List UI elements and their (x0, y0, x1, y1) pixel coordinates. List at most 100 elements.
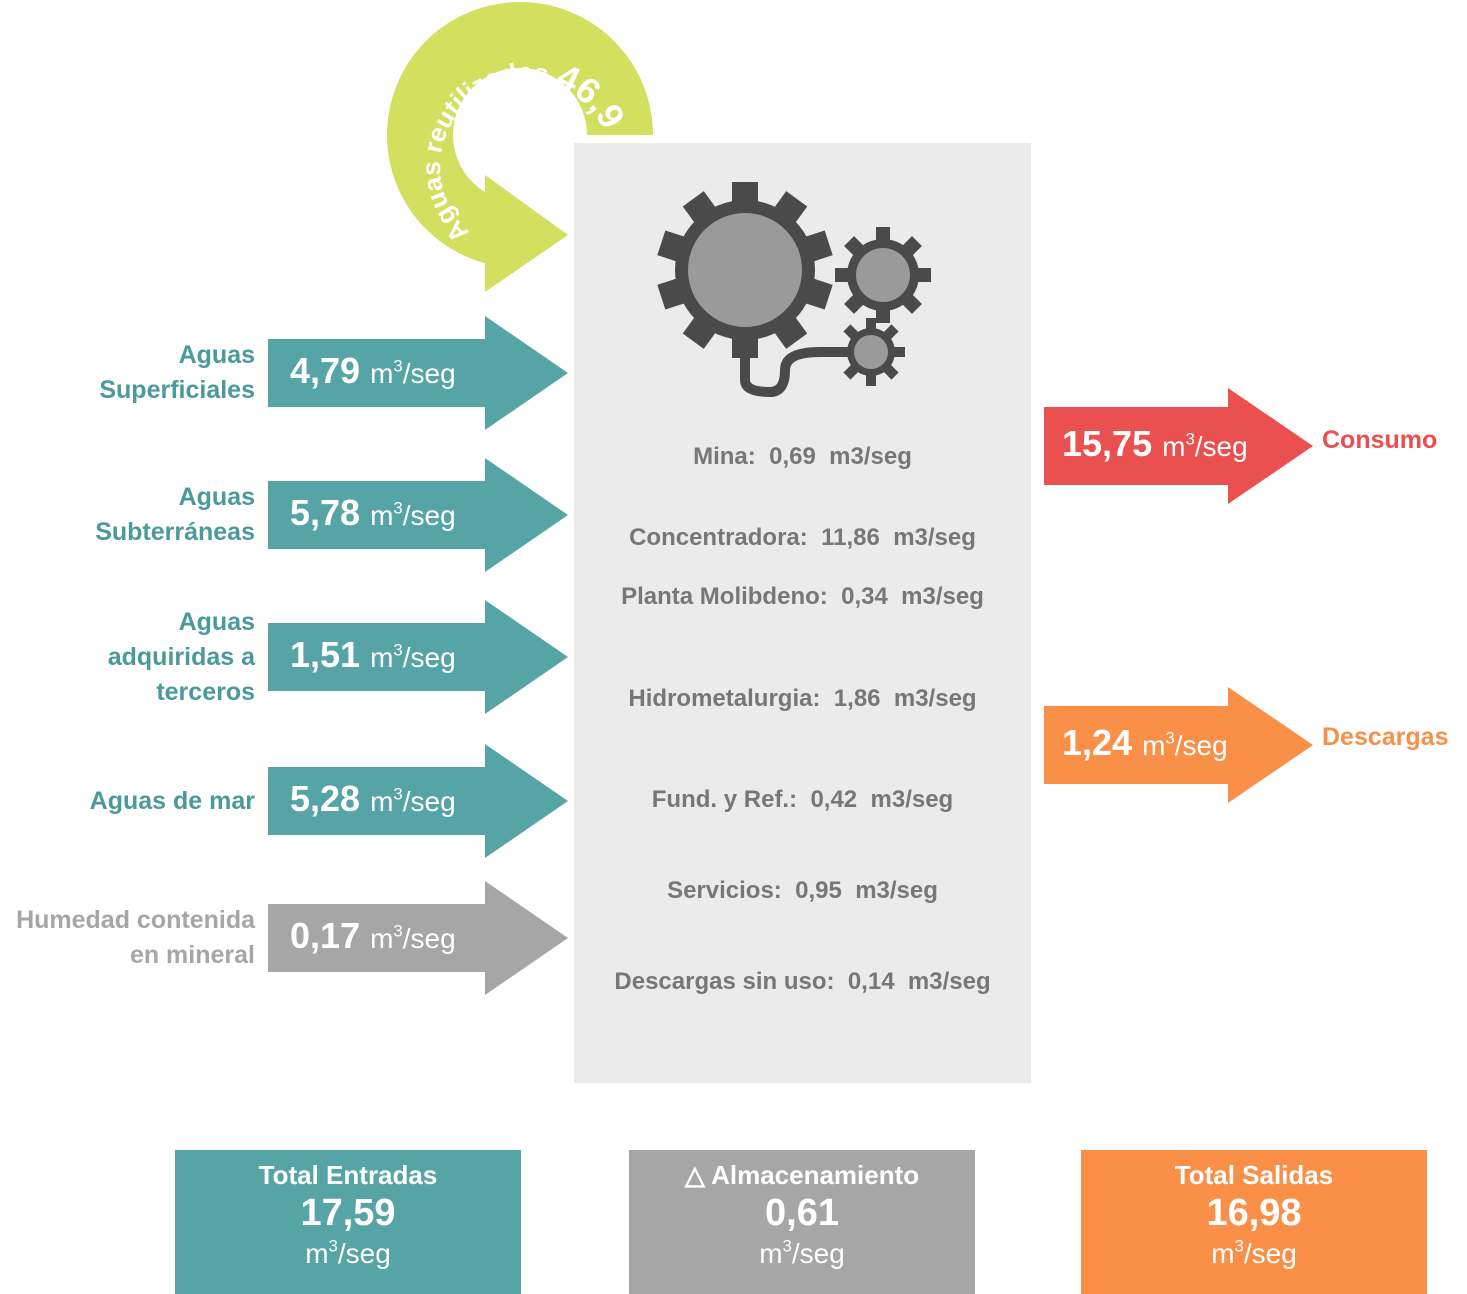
output-value: 1,24 m3/seg (1062, 721, 1228, 768)
unit-exp: 3 (1185, 429, 1195, 449)
process-unit: m3/seg (893, 685, 977, 712)
process-item: Hidrometalurgia: 1,86 m3/seg (574, 683, 1031, 715)
input-number: 5,28 (290, 778, 361, 819)
input-label-line: Aguas (178, 483, 255, 511)
gear-hub (856, 248, 910, 302)
reuse-arc (387, 2, 653, 268)
process-unit: m3/seg (907, 968, 991, 995)
unit-base: m (1211, 1238, 1235, 1269)
unit-base: m (370, 642, 394, 673)
gear-tooth (732, 336, 758, 358)
unit-suffix: /seg (402, 642, 456, 673)
unit-exp: 3 (393, 498, 403, 518)
process-value: 0,14 (847, 968, 895, 995)
unit-exp: 3 (1234, 1236, 1244, 1256)
output-label-text: Descargas (1322, 723, 1449, 751)
input-label: Aguas de mar (90, 784, 255, 819)
total-box: Total Entradas 17,59 m3/seg (175, 1150, 521, 1294)
input-value: 5,78 m3/seg (290, 491, 456, 538)
total-label: Total Salidas (1174, 1160, 1334, 1190)
unit-exp: 3 (393, 784, 403, 804)
total-unit: m3/seg (175, 1236, 521, 1277)
process-value: 1,86 (833, 685, 881, 712)
gear-tooth (866, 372, 876, 386)
output-number: 15,75 (1062, 423, 1153, 464)
process-unit: m3/seg (901, 583, 984, 610)
unit: m3/seg (370, 784, 456, 817)
process-value: 0,95 (795, 877, 842, 904)
process-value: 0,42 (810, 786, 858, 813)
unit-base: m (370, 500, 394, 531)
process-item: Descargas sin uso: 0,14 m3/seg (574, 966, 1031, 998)
gear-hub (688, 213, 802, 327)
reuse-unit-suffix: /seg (0, 0, 7, 6)
total-box: △ Almacenamiento 0,61 m3/seg (629, 1150, 975, 1294)
unit-suffix: /seg (791, 1238, 845, 1269)
unit-exp: 3 (328, 1236, 338, 1256)
process-label: Hidrometalurgia: (628, 685, 821, 712)
unit: m3/seg (759, 1237, 845, 1269)
gear-tooth (876, 227, 890, 243)
unit-exp: 3 (1165, 728, 1175, 748)
input-label-line: Humedad contenida (16, 906, 255, 934)
process-item: Concentradora: 11,86 m3/seg (574, 522, 1031, 554)
unit-suffix: /seg (1174, 730, 1228, 761)
gear-tooth (732, 182, 758, 204)
unit-exp: 3 (393, 921, 403, 941)
unit: m3/seg (1162, 429, 1248, 462)
unit: m3/seg (370, 356, 456, 389)
input-value: 4,79 m3/seg (290, 349, 456, 396)
unit-base: m (1142, 730, 1166, 761)
gear-tooth (835, 268, 851, 282)
input-arrow (268, 600, 568, 714)
unit-base: m (1162, 431, 1186, 462)
unit-base: m (370, 923, 394, 954)
gears (657, 182, 931, 398)
gear-hub (854, 335, 888, 369)
unit: m3/seg (1211, 1236, 1297, 1269)
input-label-line: adquiridas a (107, 642, 255, 671)
total-label: △ Almacenamiento (684, 1160, 920, 1190)
total-value: 17,59 (300, 1192, 396, 1234)
input-label-line: Subterráneas (95, 518, 255, 546)
unit-suffix: /seg (402, 923, 456, 954)
process-label: Fund. y Ref.: (651, 786, 798, 813)
unit-base: m (370, 786, 394, 817)
reuse-arrowhead (485, 175, 568, 292)
total-unit: m3/seg (1081, 1236, 1427, 1277)
process-value: 0,34 (841, 583, 888, 610)
unit: m3/seg (305, 1236, 391, 1269)
unit: m3/seg (370, 498, 456, 531)
input-label: Aguas Subterráneas (95, 480, 255, 550)
process-unit: m3/seg (870, 786, 954, 813)
input-arrow (268, 458, 568, 572)
total-label: Total Entradas (258, 1160, 438, 1190)
unit-suffix: /seg (1243, 1238, 1297, 1269)
input-label-line: terceros (156, 677, 255, 706)
process-item: Servicios: 0,95 m3/seg (574, 875, 1031, 907)
process-item: Planta Molibdeno: 0,34 m3/seg (574, 581, 1031, 613)
process-item: Fund. y Ref.: 0,42 m3/seg (574, 784, 1031, 816)
input-number: 4,79 (290, 350, 361, 391)
reuse-unit-base: m (0, 0, 11, 6)
gear-tooth (773, 315, 808, 349)
output-arrow (1044, 687, 1313, 803)
output-value: 15,75 m3/seg (1062, 422, 1248, 469)
input-value: 5,28 m3/seg (290, 777, 456, 824)
input-number: 5,78 (290, 492, 361, 533)
process-unit: m3/seg (893, 524, 976, 551)
unit-base: m (305, 1238, 329, 1269)
input-value: 0,17 m3/seg (290, 914, 456, 961)
process-value: 11,86 (821, 524, 880, 551)
process-label: Concentradora: (629, 524, 808, 551)
process-label: Descargas sin uso: (614, 968, 835, 995)
unit-exp: 3 (393, 356, 403, 376)
unit: m3/seg (370, 921, 456, 954)
process-label: Planta Molibdeno: (621, 583, 828, 610)
input-arrow (268, 744, 568, 858)
output-label: Consumo (1322, 424, 1437, 456)
process-unit: m3/seg (855, 877, 938, 904)
unit: m3/seg (1142, 728, 1228, 761)
